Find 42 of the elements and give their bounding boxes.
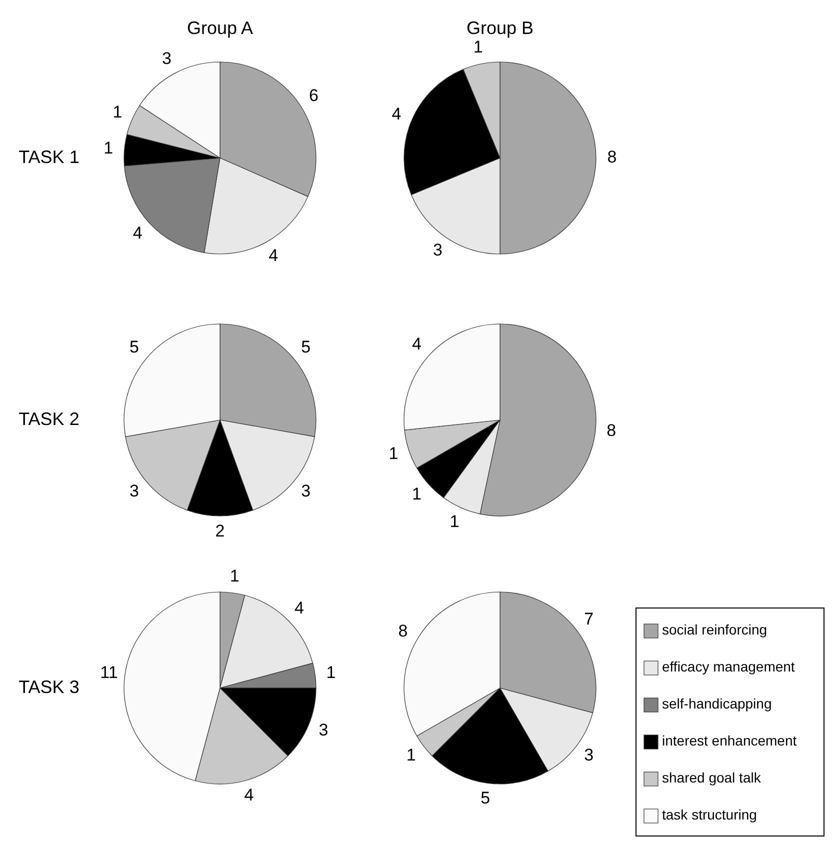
data-label: 5: [480, 788, 490, 808]
chart-title: Group A: [186, 18, 254, 38]
data-label: 1: [230, 566, 240, 586]
legend-label: task structuring: [662, 806, 757, 823]
data-label: 4: [294, 598, 304, 618]
data-label: 1: [104, 138, 114, 158]
legend-label: shared goal talk: [662, 770, 762, 786]
legend-label: self-handicapping: [662, 696, 772, 712]
data-label: 1: [112, 102, 122, 122]
data-label: 1: [388, 444, 398, 464]
data-label: 4: [132, 223, 142, 242]
data-label: 1: [412, 484, 422, 504]
data-label: 3: [584, 746, 594, 765]
data-label: 5: [301, 337, 311, 356]
data-label: 3: [433, 240, 443, 260]
chart-title: Group B: [466, 18, 534, 38]
data-label: 3: [301, 481, 311, 500]
data-label: 3: [318, 720, 328, 740]
legend-label: interest enhancement: [662, 732, 797, 749]
text: TASK 1: [18, 146, 80, 167]
legend-label: social reinforcing: [662, 622, 768, 638]
legend-label: efficacy management: [662, 658, 795, 675]
text: TASK 3: [18, 676, 80, 697]
data-label: 8: [607, 147, 617, 166]
data-label: 11: [100, 662, 118, 682]
data-label: 5: [129, 337, 139, 356]
data-label: 1: [450, 512, 460, 531]
data-label: 7: [584, 609, 594, 628]
data-label: 4: [392, 104, 402, 124]
data-label: 4: [412, 334, 422, 354]
data-label: 8: [398, 621, 408, 640]
data-label: 8: [606, 421, 616, 440]
data-label: 3: [129, 481, 139, 500]
data-label: 3: [162, 48, 172, 68]
data-label: 1: [406, 746, 416, 765]
data-label: 6: [309, 86, 318, 106]
data-label: 4: [244, 786, 254, 805]
text: TASK 2: [18, 408, 80, 429]
data-label: 1: [326, 662, 336, 682]
data-label: 2: [215, 521, 225, 540]
data-label: 1: [473, 38, 483, 57]
data-label: 4: [268, 246, 278, 265]
